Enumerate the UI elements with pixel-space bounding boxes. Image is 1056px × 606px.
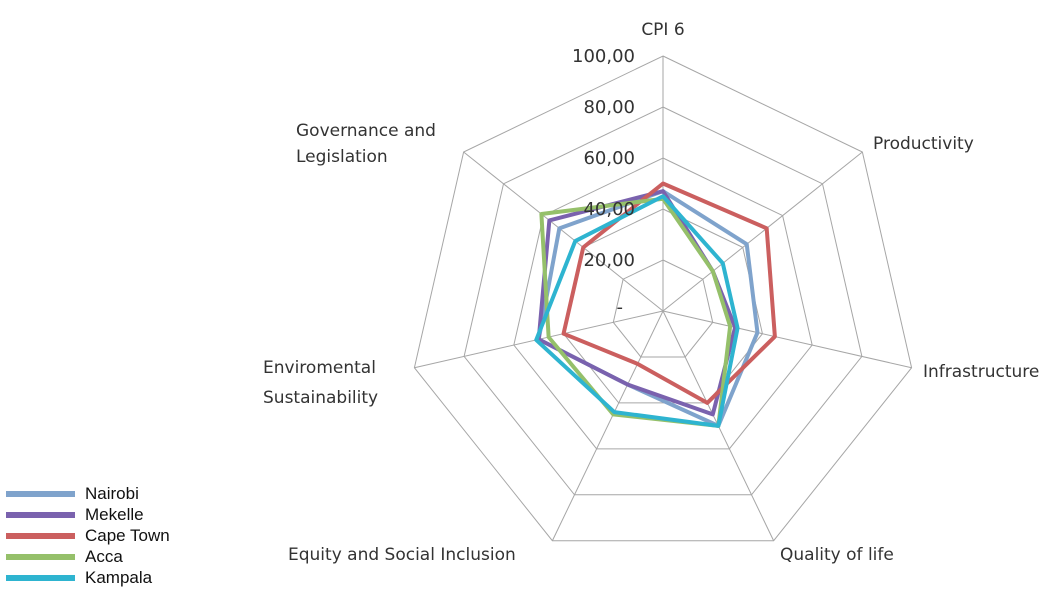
axis-label-environmental-line2: Sustainability bbox=[263, 388, 378, 408]
legend-item-nairobi: Nairobi bbox=[6, 483, 170, 504]
axis-label-equity: Equity and Social Inclusion bbox=[288, 545, 516, 565]
axis-label-environmental-line1: Enviromental bbox=[263, 358, 376, 378]
grid-spoke bbox=[463, 151, 664, 312]
series-line-cape-town bbox=[561, 181, 777, 405]
grid-spoke bbox=[551, 310, 664, 541]
grid-ring bbox=[513, 157, 813, 450]
axis-label-cpi: CPI 6 bbox=[641, 20, 684, 40]
grid-ring bbox=[612, 259, 714, 358]
legend-swatch bbox=[6, 553, 75, 560]
legend-swatch bbox=[6, 490, 75, 497]
tick-label: 20,00 bbox=[583, 250, 635, 271]
axis-label-quality: Quality of life bbox=[780, 545, 894, 565]
legend-label: Nairobi bbox=[85, 483, 139, 503]
legend-swatch bbox=[6, 574, 75, 581]
series-line-kampala bbox=[534, 194, 740, 428]
series-line-nairobi bbox=[536, 189, 760, 428]
grid-spoke bbox=[662, 151, 863, 312]
legend-item-mekelle: Mekelle bbox=[6, 504, 170, 525]
legend-label: Acca bbox=[85, 546, 123, 566]
legend-label: Mekelle bbox=[85, 504, 144, 524]
legend-item-cape-town: Cape Town bbox=[6, 525, 170, 546]
legend-item-acca: Acca bbox=[6, 546, 170, 567]
legend-label: Cape Town bbox=[85, 525, 170, 545]
series-layer bbox=[534, 181, 777, 428]
axis-label-infrastructure: Infrastructure bbox=[923, 362, 1039, 382]
legend-swatch bbox=[6, 532, 75, 539]
axis-label-governance-line1: Governance and bbox=[296, 121, 436, 141]
axis-label-productivity: Productivity bbox=[873, 134, 974, 154]
tick-label: 80,00 bbox=[583, 97, 635, 118]
radar-grid bbox=[413, 55, 913, 542]
tick-label: 100,00 bbox=[572, 46, 635, 67]
grid-spoke bbox=[662, 310, 912, 369]
tick-label: 40,00 bbox=[583, 199, 635, 220]
tick-label: 60,00 bbox=[583, 148, 635, 169]
legend-label: Kampala bbox=[85, 567, 153, 587]
legend-item-kampala: Kampala bbox=[6, 567, 170, 588]
axis-label-governance-line2: Legislation bbox=[296, 147, 388, 167]
legend: Nairobi Mekelle Cape Town Acca Kampala bbox=[6, 483, 170, 588]
grid-ring bbox=[463, 106, 863, 496]
grid-ring bbox=[413, 55, 913, 542]
legend-swatch bbox=[6, 511, 75, 518]
tick-label: - bbox=[617, 297, 624, 318]
tick-labels: - 20,00 40,00 60,00 80,00 100,00 bbox=[572, 46, 635, 318]
